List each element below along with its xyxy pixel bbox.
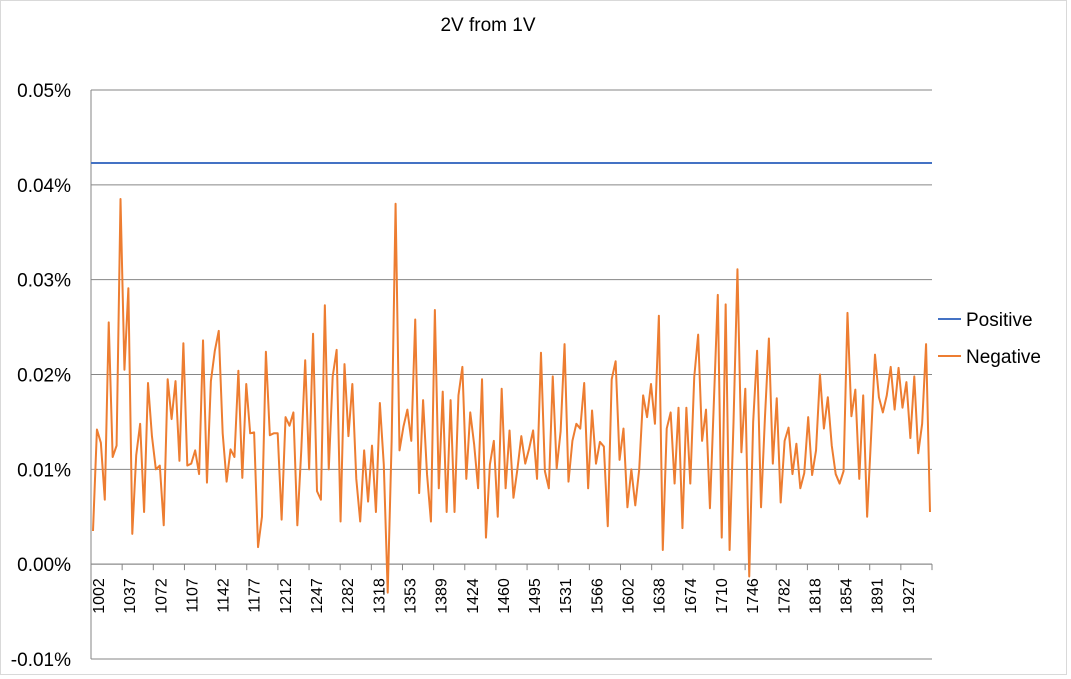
x-tick-label: 1212 [278, 578, 295, 614]
x-tick-label: 1710 [714, 578, 731, 614]
y-tick-label: -0.01% [11, 650, 71, 671]
x-tick-label: 1566 [589, 578, 606, 614]
x-tick-label: 1602 [621, 578, 638, 614]
y-axis-ticks: 0.05% 0.04% 0.03% 0.02% 0.01% 0.00% -0.01% [11, 81, 71, 671]
x-tick-label: 1782 [776, 578, 793, 614]
x-tick-label: 1353 [402, 578, 419, 614]
x-tick-label: 1638 [652, 578, 669, 614]
x-tick-label: 1037 [122, 578, 139, 614]
x-tick-label: 1495 [527, 578, 544, 614]
x-tick-label: 1531 [558, 578, 575, 614]
x-tick-label: 1142 [216, 578, 233, 613]
x-tick-label: 1072 [153, 578, 170, 614]
chart-title: 2V from 1V [440, 15, 535, 36]
y-tick-label: 0.00% [17, 555, 71, 576]
x-tick-label: 1891 [870, 578, 887, 614]
x-tick-label: 1247 [309, 578, 326, 614]
y-tick-label: 0.05% [17, 81, 71, 102]
legend: Positive Negative [938, 310, 1041, 368]
y-tick-label: 0.02% [17, 366, 71, 387]
x-tick-label: 1818 [807, 578, 824, 614]
x-tick-label: 1927 [901, 578, 918, 614]
x-tick-label: 1107 [184, 578, 201, 613]
y-tick-label: 0.01% [17, 460, 71, 481]
y-tick-label: 0.04% [17, 176, 71, 197]
x-tick-label: 1854 [839, 578, 856, 614]
y-tick-label: 0.03% [17, 271, 71, 292]
x-tick-label: 1674 [683, 578, 700, 614]
legend-label-negative: Negative [966, 347, 1041, 368]
x-tick-label: 1389 [434, 578, 451, 614]
series-line-negative [92, 198, 931, 594]
x-tick-label: 1318 [371, 578, 388, 614]
x-tick-label: 1282 [340, 578, 357, 614]
legend-label-positive: Positive [966, 310, 1033, 331]
gridlines [90, 89, 932, 660]
x-tick-label: 1002 [91, 578, 108, 614]
x-tick-label: 1177 [247, 578, 264, 613]
x-axis-ticks: 1002 1037 1072 1107 1142 1177 1212 1247 1282 1318… [90, 564, 933, 614]
x-tick-label: 1424 [465, 578, 482, 614]
x-tick-label: 1746 [745, 578, 762, 614]
series-group [91, 162, 932, 594]
x-tick-label: 1460 [496, 578, 513, 614]
